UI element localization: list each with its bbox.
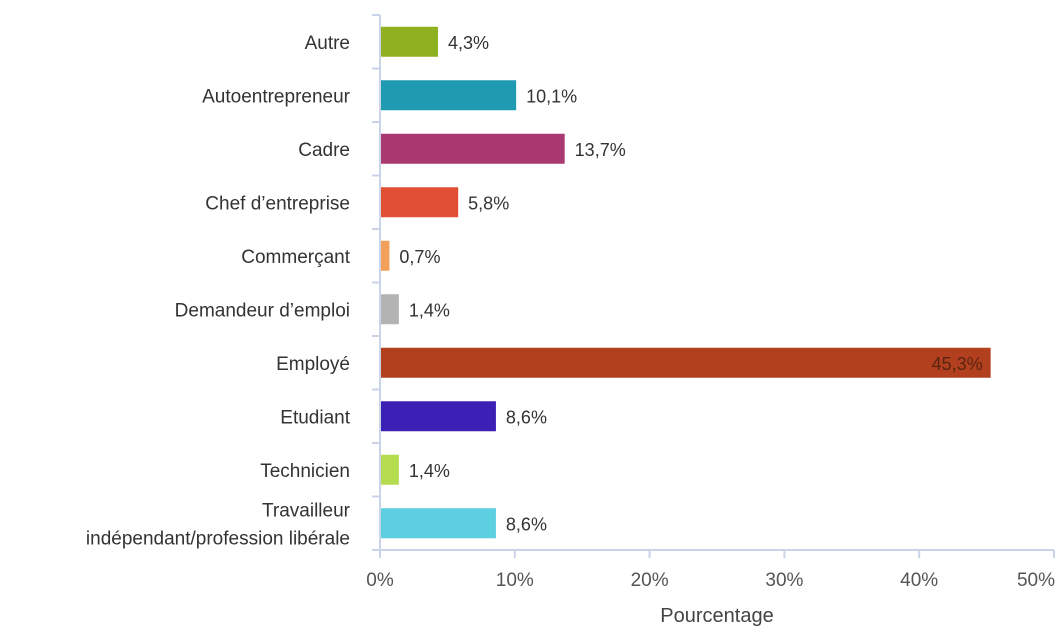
category-label: Commerçant (241, 247, 350, 268)
x-tick-label: 10% (496, 570, 534, 591)
value-label: 0,7% (399, 247, 440, 267)
category-labels: Autre Autoentrepreneur Cadre Chef d’entrepr… (86, 33, 351, 550)
category-label: Autre (305, 33, 350, 54)
value-label: 8,6% (506, 407, 547, 427)
category-label: Demandeur d’emploi (175, 300, 350, 321)
value-labels: 4,3% 10,1% 13,7% 5,8% 0,7% 1,4% 45,3% 8,6% 1,4% 8… (399, 33, 982, 535)
x-tick-labels: 0% 10% 20% 30% 40% 50% (366, 570, 1055, 591)
x-tick-label: 40% (900, 570, 938, 591)
value-label: 4,3% (448, 33, 489, 53)
bar (381, 80, 517, 111)
category-label: Etudiant (280, 407, 350, 428)
category-label: Technicien (260, 461, 350, 482)
category-label: Employé (276, 354, 350, 375)
x-tick-label: 50% (1017, 570, 1055, 591)
category-label-line: Demandeur d’emploi (175, 300, 350, 321)
category-label-line: Technicien (260, 461, 350, 482)
category-label-line: Chef d’entreprise (205, 193, 350, 214)
bar (381, 454, 399, 485)
category-label-line: Autoentrepreneur (202, 86, 351, 107)
x-tick-label: 30% (765, 570, 803, 591)
category-label-line: Etudiant (280, 407, 350, 428)
category-label-line: Travailleur (262, 500, 351, 521)
category-label-line: Commerçant (241, 247, 350, 268)
value-label: 10,1% (526, 86, 577, 106)
x-tick-label: 20% (631, 570, 669, 591)
category-label: Travailleur indépendant/profession libéra… (86, 500, 351, 549)
category-label: Chef d’entreprise (205, 193, 350, 214)
value-label: 5,8% (468, 193, 509, 213)
bar (381, 508, 496, 539)
bar (381, 240, 390, 271)
category-label: Autoentrepreneur (202, 86, 351, 107)
value-label: 8,6% (506, 514, 547, 534)
category-label: Cadre (298, 140, 350, 161)
category-label-line: Employé (276, 354, 350, 375)
category-label-line: indépendant/profession libérale (86, 528, 350, 549)
category-label-line: Cadre (298, 140, 350, 161)
value-label: 1,4% (409, 461, 450, 481)
x-axis-title: Pourcentage (660, 605, 773, 627)
bar (381, 26, 438, 57)
value-label: 45,3% (932, 354, 983, 374)
bar (381, 294, 399, 325)
value-label: 13,7% (575, 140, 626, 160)
value-label: 1,4% (409, 300, 450, 320)
category-label-line: Autre (305, 33, 350, 54)
chart-axes (372, 14, 1055, 558)
bar (381, 401, 496, 432)
bar (381, 133, 565, 164)
x-tick-label: 0% (366, 570, 394, 591)
bar (381, 347, 991, 378)
chart-bars (381, 26, 991, 539)
bar (381, 187, 459, 218)
